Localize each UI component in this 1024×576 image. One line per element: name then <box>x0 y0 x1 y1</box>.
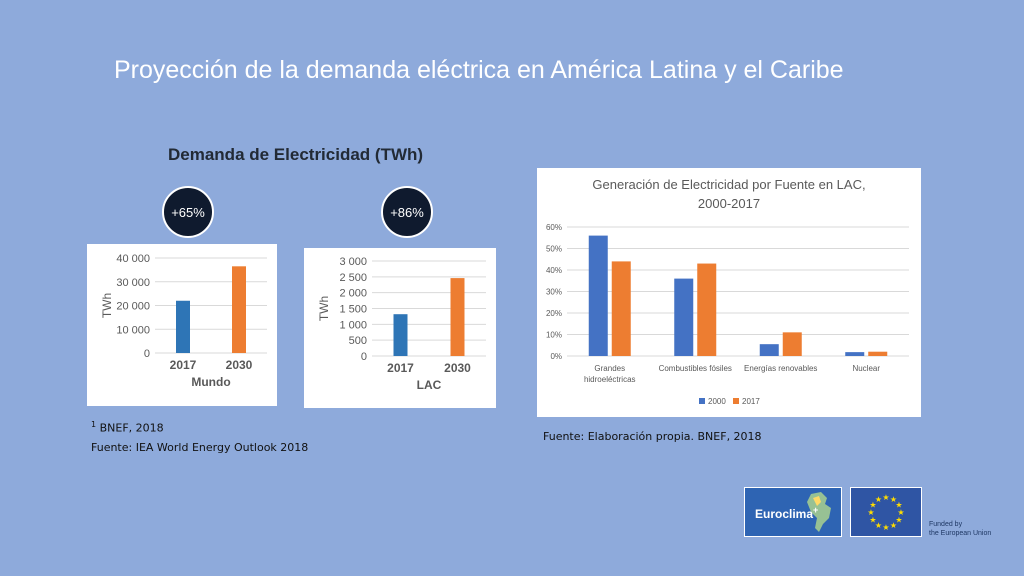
x-tick-label: 2017 <box>170 358 197 372</box>
bar-2000-3 <box>845 352 865 356</box>
generation-by-source-chart: Generación de Electricidad por Fuente en… <box>546 177 909 406</box>
eu-star-icon: ★ <box>897 508 904 517</box>
legend-swatch-2000 <box>699 398 705 404</box>
euroclima-wordmark: Euroclima+ <box>755 505 819 521</box>
growth-badge-lac: +86% <box>381 186 433 238</box>
x-tick-label: Combustibles fósiles <box>659 364 732 373</box>
lac-demand-chart-panel: 0 500 1 000 1 500 2 000 2 500 3 000 2017 2030 LAC… <box>304 248 496 408</box>
bar-2030 <box>232 266 246 353</box>
left-source-note: Fuente: IEA World Energy Outlook 2018 <box>91 441 309 454</box>
slide-title: Proyección de la demanda eléctrica en Am… <box>114 56 844 84</box>
chart-title-line-2: 2000-2017 <box>698 196 760 211</box>
bar-2000-2 <box>759 344 779 356</box>
eu-flag: ★ ★ ★ ★ ★ ★ ★ ★ ★ ★ ★ ★ <box>850 487 922 537</box>
bar-2030 <box>450 278 465 356</box>
generation-chart-panel: Generación de Electricidad por Fuente en… <box>537 168 921 417</box>
y-axis-label: TWh <box>100 293 114 318</box>
y-axis-label: TWh <box>317 296 331 321</box>
legend-label-2000: 2000 <box>708 397 726 406</box>
eu-star-icon: ★ <box>890 495 897 504</box>
x-axis-label: Mundo <box>191 375 230 389</box>
funded-by-eu-text: Funded by the European Union <box>929 520 991 538</box>
bar-2017-0 <box>611 261 631 356</box>
eu-star-icon: ★ <box>882 523 889 532</box>
euroclima-logo: Euroclima+ <box>744 487 842 537</box>
y-tick-label: 0 <box>361 351 367 363</box>
section-heading: Demanda de Electricidad (TWh) <box>168 145 424 164</box>
x-axis-label: LAC <box>417 378 442 392</box>
y-tick-label: 500 <box>349 335 367 347</box>
y-tick-label: 0 <box>144 348 150 360</box>
eu-star-icon: ★ <box>869 501 876 510</box>
latin-america-map-icon <box>807 492 831 532</box>
x-tick-label: 2030 <box>444 361 471 375</box>
y-tick-label: 50% <box>546 245 562 254</box>
eu-star-icon: ★ <box>890 521 897 530</box>
world-demand-chart: 0 10 000 20 000 30 000 40 000 2017 2030 Mundo TW… <box>100 253 267 389</box>
x-tick-label: 2017 <box>387 361 414 375</box>
bar-2000-0 <box>588 235 608 356</box>
x-tick-label: 2030 <box>226 358 253 372</box>
y-tick-label: 10 000 <box>116 324 150 336</box>
y-tick-label: 10% <box>546 331 562 340</box>
eu-star-icon: ★ <box>867 508 874 517</box>
y-tick-label: 1 500 <box>339 304 367 316</box>
eu-stars-icon: ★ ★★★★★★★★★★★ <box>867 493 904 532</box>
eu-star-icon: ★ <box>882 493 889 502</box>
y-tick-label: 30 000 <box>116 277 150 289</box>
y-tick-label: 20 000 <box>116 301 150 313</box>
footnote-marker: 1 <box>91 420 97 429</box>
eu-star-icon: ★ <box>895 501 902 510</box>
x-tick-label: hidroeléctricas <box>584 375 636 384</box>
y-tick-label: 60% <box>546 223 562 232</box>
right-source-note: Fuente: Elaboración propia. BNEF, 2018 <box>543 430 762 443</box>
y-tick-label: 2 000 <box>339 288 367 300</box>
y-tick-label: 0% <box>550 352 562 361</box>
growth-badge-world: +65% <box>162 186 214 238</box>
footnote: 1 BNEF, 2018 <box>91 420 164 435</box>
y-tick-label: 40% <box>546 266 562 275</box>
y-tick-label: 40 000 <box>116 253 150 265</box>
bar-2017-3 <box>868 351 888 356</box>
world-demand-chart-panel: 0 10 000 20 000 30 000 40 000 2017 2030 Mundo TW… <box>87 244 277 406</box>
y-tick-label: 1 000 <box>339 319 367 331</box>
footnote-text: BNEF, 2018 <box>99 421 164 435</box>
funded-line-1: Funded by <box>929 521 963 528</box>
bar-2017 <box>176 300 190 353</box>
x-tick-label: Grandes <box>594 364 625 373</box>
y-tick-label: 30% <box>546 288 562 297</box>
eu-star-icon: ★ <box>869 516 876 525</box>
bar-2000-1 <box>674 278 694 356</box>
chart-title-line-1: Generación de Electricidad por Fuente en… <box>592 177 865 192</box>
bar-2017-1 <box>697 263 717 356</box>
lac-demand-chart: 0 500 1 000 1 500 2 000 2 500 3 000 2017 2030LAC… <box>317 256 486 392</box>
y-tick-label: 20% <box>546 309 562 318</box>
bar-2017-2 <box>782 332 802 356</box>
y-tick-label: 3 000 <box>339 256 367 268</box>
bar-2017 <box>393 314 408 356</box>
eu-star-icon: ★ <box>875 495 882 504</box>
legend-swatch-2017 <box>733 398 739 404</box>
x-tick-label: Energías renovables <box>744 364 817 373</box>
funded-line-2: the European Union <box>929 530 992 537</box>
y-tick-label: 2 500 <box>339 272 367 284</box>
eu-star-icon: ★ <box>875 521 882 530</box>
x-tick-label: Nuclear <box>852 364 880 373</box>
eu-star-icon: ★ <box>895 516 902 525</box>
legend-label-2017: 2017 <box>742 397 760 406</box>
